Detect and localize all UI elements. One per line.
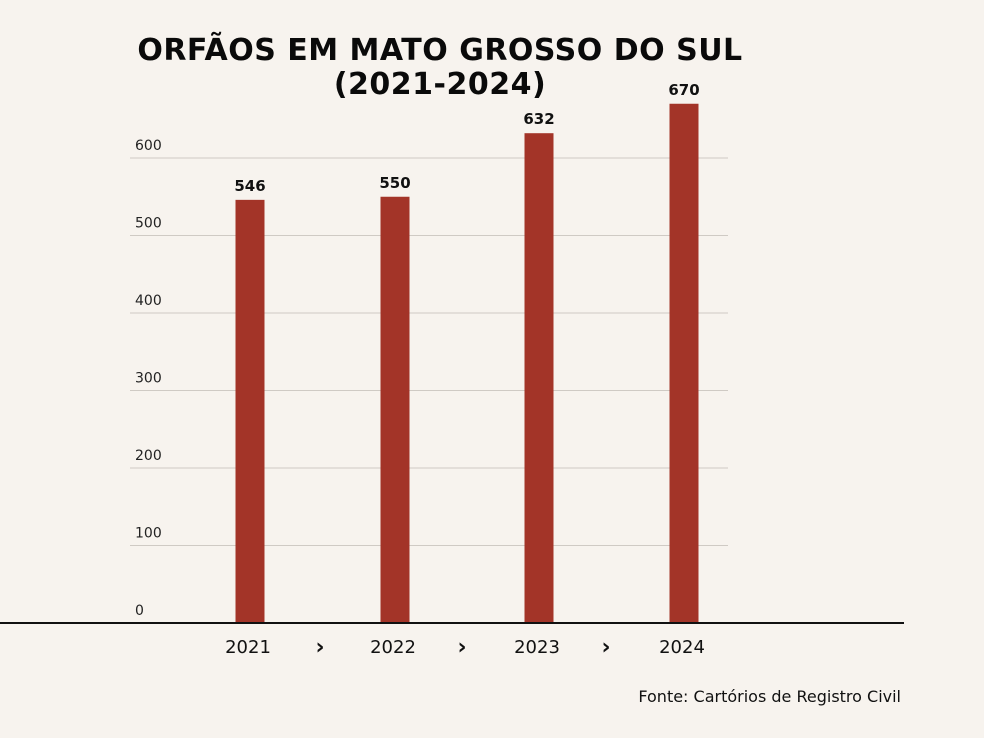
gridlines: [130, 157, 728, 546]
bars: [235, 103, 699, 623]
y-tick-label: 400: [135, 293, 162, 309]
x-tick-label: 2023: [514, 637, 560, 658]
chevron-right-icon: ›: [601, 635, 610, 660]
data-label: 632: [523, 110, 554, 128]
chart-title: ORFÃOS EM MATO GROSSO DO SUL (2021-2024): [0, 34, 880, 102]
x-tick-label: 2024: [659, 637, 705, 658]
chart-title-line1: ORFÃOS EM MATO GROSSO DO SUL: [137, 33, 743, 68]
y-tick-label: 600: [135, 138, 162, 154]
data-label: 670: [668, 81, 699, 99]
data-label: 546: [234, 177, 265, 195]
data-labels: 546 550 632 670: [234, 81, 699, 195]
bar-2021: [235, 199, 265, 623]
bar-2023: [524, 133, 554, 623]
chevron-right-icon: ›: [457, 635, 466, 660]
y-tick-label: 0: [135, 603, 144, 619]
y-tick-label: 300: [135, 371, 162, 387]
chevron-right-icon: ›: [315, 635, 324, 660]
source-note: Fonte: Cartórios de Registro Civil: [638, 687, 901, 706]
data-label: 550: [379, 174, 410, 192]
x-tick-label: 2021: [225, 637, 271, 658]
bar-2024: [669, 103, 699, 623]
chart-title-line2: (2021-2024): [333, 67, 547, 102]
bar-2022: [380, 196, 410, 623]
x-axis-ticks: 2021 2022 2023 2024 › › ›: [225, 635, 705, 660]
y-axis-ticks: 0 100 200 300 400 500 600: [135, 138, 162, 619]
y-tick-label: 500: [135, 216, 162, 232]
x-tick-label: 2022: [370, 637, 416, 658]
y-tick-label: 200: [135, 448, 162, 464]
y-tick-label: 100: [135, 526, 162, 542]
